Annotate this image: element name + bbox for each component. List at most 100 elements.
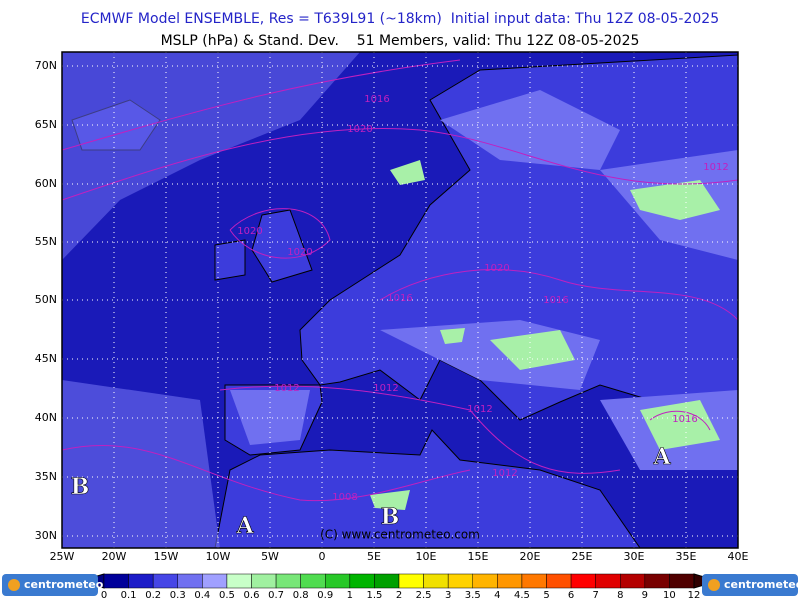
- isobars: [61, 59, 739, 502]
- colorbar-box: [251, 573, 277, 589]
- lon-label: 35E: [676, 550, 697, 563]
- map-frame: [61, 51, 739, 549]
- lat-label: 35N: [35, 470, 57, 483]
- colorbar-label: 3: [445, 590, 451, 600]
- colorbar-label: 6: [568, 590, 574, 600]
- colorbar-label: 0: [101, 590, 107, 600]
- subtitle: MSLP (hPa) & Stand. Dev. 51 Members, val…: [161, 33, 640, 49]
- colorbar-box: [103, 573, 129, 589]
- colorbar-label: 0.5: [219, 590, 235, 600]
- lon-label: 5E: [367, 550, 381, 563]
- colorbar-label: 0.8: [293, 590, 309, 600]
- lon-label: 10E: [416, 550, 437, 563]
- colorbar-label: 7: [592, 590, 598, 600]
- lon-label: 10W: [206, 550, 231, 563]
- lat-label: 65N: [35, 118, 57, 131]
- title: ECMWF Model ENSEMBLE, Res = T639L91 (~18…: [81, 11, 719, 27]
- isobar-label: 1016: [387, 293, 412, 304]
- logo-icon: [8, 579, 20, 591]
- colorbar-label: 0.9: [317, 590, 333, 600]
- colorbar-label: 3.5: [465, 590, 481, 600]
- logo-icon: [708, 579, 720, 591]
- logo-box: [2, 574, 98, 596]
- lon-label: 15W: [154, 550, 179, 563]
- isobar-label: 1012: [373, 383, 398, 394]
- colorbar-box: [152, 573, 179, 589]
- colorbar-box: [275, 573, 301, 589]
- colorbar-label: 12: [688, 590, 701, 600]
- colorbar-label: 0.2: [145, 590, 161, 600]
- colorbar-box: [447, 573, 473, 589]
- lon-label: 40E: [728, 550, 749, 563]
- isobar-label: 1012: [492, 468, 517, 479]
- lat-label: 40N: [35, 411, 57, 424]
- colorbar-box: [202, 573, 228, 589]
- lon-label: 25E: [572, 550, 593, 563]
- isobar-label: 1008: [332, 492, 357, 503]
- colorbar-box: [521, 573, 547, 589]
- colorbar-box: [398, 573, 424, 589]
- green-patches: [370, 160, 720, 510]
- colorbar-box: [620, 573, 646, 589]
- lat-label: 30N: [35, 529, 57, 542]
- isobar-label: 1020: [484, 263, 509, 274]
- colorbar-box: [226, 573, 252, 589]
- colorbar-label: 10: [663, 590, 676, 600]
- isobar-label: 1016: [364, 94, 389, 105]
- copyright: (C) www.centrometeo.com: [320, 528, 480, 542]
- pressure-center: B: [381, 504, 400, 530]
- lon-label: 15E: [468, 550, 489, 563]
- isobar-label: 1012: [467, 404, 492, 415]
- colorbar-box: [325, 573, 351, 589]
- lon-label: 30E: [624, 550, 645, 563]
- colorbar-label: 0.7: [268, 590, 284, 600]
- colorbar-box: [300, 573, 326, 589]
- isobar-label: 1012: [703, 162, 728, 173]
- isobar-label: 1020: [237, 226, 262, 237]
- pressure-center: A: [235, 513, 254, 539]
- logo-box: [702, 574, 798, 596]
- colorbar-label: 9: [642, 590, 648, 600]
- lat-label: 55N: [35, 235, 57, 248]
- lat-label: 45N: [35, 352, 57, 365]
- colorbar-label: 8: [617, 590, 623, 600]
- pressure-center: B: [71, 474, 90, 500]
- logo: centrometeo: [724, 578, 800, 591]
- colorbar-label: 1: [347, 590, 353, 600]
- colorbar-box: [472, 573, 498, 589]
- lat-label: 50N: [35, 293, 57, 306]
- colorbar-box: [423, 573, 449, 589]
- colorbar-label: 2: [396, 590, 402, 600]
- colorbar-label: 4.5: [514, 590, 530, 600]
- lat-label: 70N: [35, 59, 57, 72]
- colorbar-box: [177, 573, 203, 589]
- isobar-label: 1012: [274, 383, 299, 394]
- lon-label: 0: [319, 550, 326, 563]
- colorbar-box: [374, 573, 400, 589]
- colorbar-label: 0.4: [194, 590, 210, 600]
- colorbar-label: 0.1: [121, 590, 137, 600]
- colorbar: 0 0.1 0.2 0.3 0.4 0.5 0.6 0.7 0.8 0.9 1 1.5 2 2.5 3 3.5…: [78, 573, 720, 600]
- lon-label: 20W: [102, 550, 127, 563]
- lon-label: 20E: [520, 550, 541, 563]
- map: 70N 65N 60N 55N 50N 45N 40N 35N 30N 25W 20W 15W 10W 5…: [35, 51, 749, 563]
- isobar-label: 1020: [347, 124, 372, 135]
- colorbar-label: 2.5: [416, 590, 432, 600]
- colorbar-box: [497, 573, 523, 589]
- colorbar-label: 4: [494, 590, 500, 600]
- logo: centrometeo: [24, 578, 104, 591]
- colorbar-box: [128, 573, 154, 589]
- isobar-label: 1020: [287, 247, 312, 258]
- colorbar-box: [546, 573, 572, 589]
- colorbar-box: [595, 573, 621, 589]
- colorbar-label: 0.3: [170, 590, 186, 600]
- pressure-center: A: [652, 444, 671, 470]
- isobar-label: 1016: [543, 295, 568, 306]
- colorbar-label: 0.6: [244, 590, 260, 600]
- colorbar-box: [644, 573, 670, 589]
- isobar-label: 1016: [672, 414, 697, 425]
- lat-label: 60N: [35, 177, 57, 190]
- colorbar-box: [349, 573, 375, 589]
- colorbar-box: [669, 573, 695, 589]
